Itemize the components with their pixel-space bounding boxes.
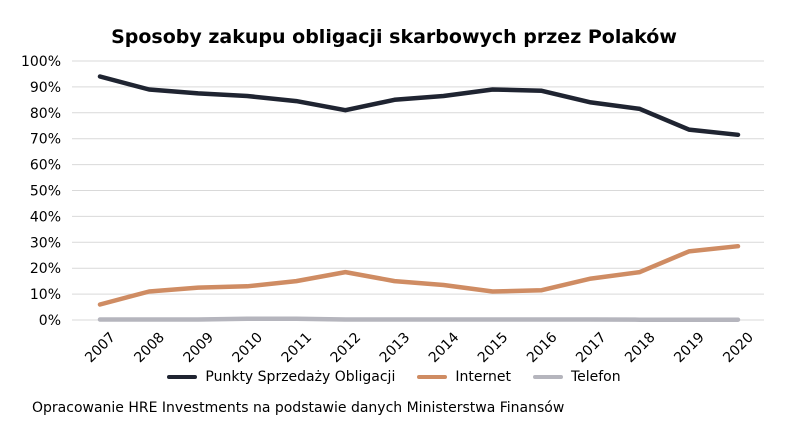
- y-tick-label: 0%: [39, 313, 61, 329]
- y-tick-label: 70%: [30, 132, 61, 148]
- series-lines: [97, 74, 741, 322]
- x-axis-ticks: 2007 2008 2009 2010 2011 2012 2013 2014 2015 2016…: [82, 329, 757, 366]
- legend-item: Telefon: [532, 369, 621, 385]
- legend-swatch: [167, 375, 198, 379]
- series-line: [97, 243, 741, 307]
- y-tick-label: 30%: [30, 235, 61, 251]
- y-axis-ticks: 0% 10% 20% 30% 40% 50% 60% 70% 80% 90% 100%: [21, 54, 61, 329]
- x-tick-label: 2007: [82, 330, 119, 367]
- x-tick-label: 2011: [279, 330, 316, 367]
- legend-swatch: [532, 375, 563, 379]
- legend-label: Punkty Sprzedaży Obligacji: [205, 369, 396, 385]
- source-note: Opracowanie HRE Investments na podstawie…: [32, 400, 565, 416]
- y-tick-label: 60%: [30, 158, 61, 174]
- x-tick-label: 2014: [426, 329, 463, 366]
- x-tick-label: 2012: [328, 330, 365, 367]
- legend: Punkty Sprzedaży Obligacji Internet Telefo…: [0, 369, 788, 385]
- y-tick-label: 90%: [30, 80, 61, 96]
- x-tick-label: 2013: [377, 330, 414, 367]
- x-tick-label: 2009: [180, 330, 217, 367]
- series-line: [97, 316, 741, 322]
- y-tick-label: 80%: [30, 106, 61, 122]
- y-tick-label: 40%: [30, 209, 61, 225]
- x-tick-label: 2019: [671, 330, 708, 367]
- legend-label: Internet: [455, 369, 511, 385]
- legend-label: Telefon: [570, 369, 621, 385]
- series-line: [97, 74, 741, 138]
- legend-swatch: [417, 375, 448, 379]
- x-tick-label: 2015: [475, 330, 512, 367]
- y-tick-label: 10%: [30, 287, 61, 303]
- y-tick-label: 50%: [30, 184, 61, 200]
- y-tick-label: 100%: [21, 54, 61, 70]
- legend-item: Punkty Sprzedaży Obligacji: [167, 369, 395, 385]
- legend-item: Internet: [417, 369, 511, 385]
- x-tick-label: 2008: [131, 330, 168, 367]
- x-tick-label: 2018: [622, 330, 659, 367]
- x-tick-label: 2020: [720, 330, 757, 367]
- y-tick-label: 20%: [30, 261, 61, 277]
- x-tick-label: 2016: [524, 329, 561, 366]
- x-tick-label: 2017: [573, 330, 610, 367]
- x-tick-label: 2010: [230, 330, 267, 367]
- chart-title: Sposoby zakupu obligacji skarbowych prze…: [111, 26, 677, 48]
